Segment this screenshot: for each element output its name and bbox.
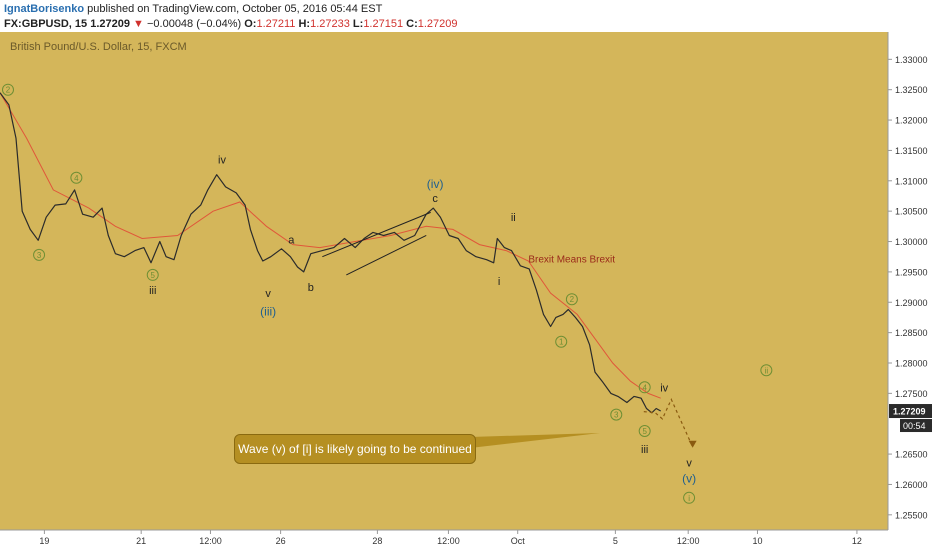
- current-price-label: 1.27209: [893, 407, 926, 417]
- y-tick-label: 1.29000: [895, 298, 928, 308]
- x-tick-label: 21: [136, 536, 146, 546]
- price-axis[interactable]: [888, 32, 932, 550]
- x-tick-label: 12: [852, 536, 862, 546]
- wave-label: v: [265, 288, 271, 300]
- wave-label: v: [686, 458, 692, 470]
- wave-circle: [70, 171, 83, 184]
- y-tick-label: 1.29500: [895, 267, 928, 277]
- wave-label: 2: [6, 86, 11, 95]
- y-tick-label: 1.30000: [895, 237, 928, 247]
- y-tick-label: 1.31500: [895, 146, 928, 156]
- x-tick-label: 10: [752, 536, 762, 546]
- y-tick-label: 1.25500: [895, 510, 928, 520]
- time-axis[interactable]: [0, 530, 888, 550]
- change-value: −0.00048 (−0.04%): [146, 18, 242, 30]
- wave-circle: [33, 248, 46, 261]
- published-text: published on TradingView.com, October 05…: [87, 3, 383, 15]
- wave-label: iii: [641, 444, 648, 456]
- wave-label: b: [308, 282, 314, 294]
- wave-label: 1: [559, 338, 564, 347]
- x-tick-label: 26: [276, 536, 286, 546]
- wave-circle: [555, 335, 568, 348]
- wave-label: 3: [614, 411, 619, 420]
- high-label: H:: [298, 18, 311, 30]
- open-value: 1.27211: [256, 18, 296, 30]
- wave-label: 5: [151, 271, 156, 280]
- change-arrow: ▼: [133, 18, 144, 30]
- y-tick-label: 1.30500: [895, 207, 928, 217]
- wave-label: iv: [218, 155, 226, 167]
- y-tick-label: 1.26000: [895, 480, 928, 490]
- wave-circle: [638, 425, 651, 438]
- wave-label: ii: [511, 212, 516, 224]
- y-tick-label: 1.32000: [895, 116, 928, 126]
- wave-label: iii: [149, 285, 156, 297]
- low-value: 1.27151: [363, 18, 404, 30]
- y-tick-label: 1.31000: [895, 176, 928, 186]
- y-tick-label: 1.27500: [895, 389, 928, 399]
- wave-label: 2: [570, 295, 575, 304]
- wave-label: 4: [642, 383, 647, 392]
- event-annotation: Brexit Means Brexit: [528, 255, 615, 266]
- wave-label: i: [688, 494, 690, 503]
- wave-circle: [610, 408, 623, 421]
- y-tick-label: 1.28000: [895, 358, 928, 368]
- wave-circle: [683, 491, 696, 504]
- author-link[interactable]: IgnatBorisenko: [4, 3, 85, 15]
- wave-label: (v): [682, 471, 696, 485]
- price-chart[interactable]: British Pound/U.S. Dollar, 15, FXCM 1.33…: [0, 32, 932, 550]
- close-value: 1.27209: [417, 18, 458, 30]
- moving-average-line: [0, 92, 661, 399]
- projection-arrowhead: [688, 440, 697, 448]
- wave-circle: [638, 381, 651, 394]
- wave-label: (iv): [427, 177, 444, 191]
- wave-label: 4: [74, 174, 79, 183]
- chart-title: British Pound/U.S. Dollar, 15, FXCM: [10, 41, 187, 53]
- chart-header: IgnatBorisenko published on TradingView.…: [0, 0, 932, 32]
- wave-label: a: [288, 235, 295, 247]
- symbol-label[interactable]: FX:GBPUSD, 15: [4, 18, 88, 30]
- current-price-tag: [889, 404, 932, 419]
- countdown-label: 00:54: [903, 421, 926, 431]
- x-tick-label: 12:00: [677, 536, 700, 546]
- low-label: L:: [352, 18, 364, 30]
- projection-path: [643, 397, 694, 448]
- wave-label: ii: [765, 366, 769, 375]
- x-tick-label: 12:00: [437, 536, 460, 546]
- wedge-trendline[interactable]: [322, 211, 431, 258]
- close-label: C:: [406, 18, 418, 30]
- x-tick-label: 12:00: [199, 536, 222, 546]
- wave-label: (iii): [260, 304, 276, 318]
- wave-circle: [565, 293, 578, 306]
- callout-pointer: [470, 433, 600, 448]
- x-tick-label: Oct: [511, 536, 526, 546]
- y-tick-label: 1.32500: [895, 85, 928, 95]
- wave-label: 5: [642, 427, 647, 436]
- publish-line: IgnatBorisenko published on TradingView.…: [4, 3, 382, 15]
- y-tick-label: 1.26500: [895, 450, 928, 460]
- ohlc-line: FX:GBPUSD, 15 1.27209 ▼ −0.00048 (−0.04%…: [4, 18, 458, 30]
- wave-label: i: [498, 276, 500, 288]
- wave-label: 3: [37, 251, 42, 260]
- x-tick-label: 5: [613, 536, 618, 546]
- countdown-tag: [900, 419, 932, 433]
- last-price: 1.27209: [90, 18, 130, 30]
- open-label: O:: [244, 18, 257, 30]
- x-tick-label: 19: [39, 536, 49, 546]
- high-value: 1.27233: [310, 18, 350, 30]
- wave-label: c: [432, 193, 438, 205]
- wave-circle: [760, 364, 773, 377]
- wave-circle: [146, 268, 159, 281]
- y-tick-label: 1.28500: [895, 328, 928, 338]
- y-tick-label: 1.33000: [895, 55, 928, 65]
- wedge-trendline[interactable]: [346, 235, 427, 276]
- wave-label: iv: [660, 382, 668, 394]
- wave-callout: Wave (v) of [i] is likely going to be co…: [234, 434, 476, 464]
- price-line[interactable]: [0, 92, 661, 414]
- x-tick-label: 28: [372, 536, 382, 546]
- wave-circle: [1, 83, 14, 96]
